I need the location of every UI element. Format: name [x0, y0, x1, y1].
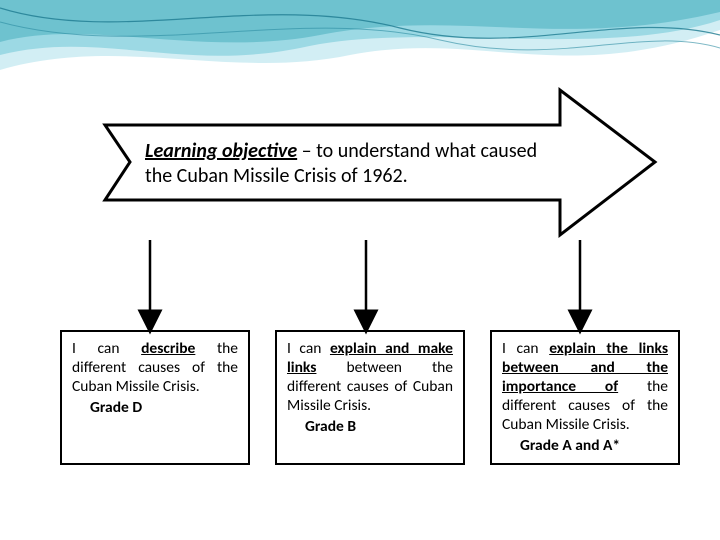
grade-emphasis: describe: [141, 339, 195, 358]
grade-prefix: I can: [72, 339, 141, 358]
grade-box-b: I can explain and make links between the…: [275, 330, 465, 465]
objective-label: Learning objective: [145, 139, 297, 163]
grade-prefix: I can: [502, 339, 549, 358]
grade-prefix: I can: [287, 339, 330, 358]
grade-label: Grade D: [72, 399, 238, 418]
grade-label: Grade A and A*: [502, 437, 668, 456]
grade-box-d: I can describe the different causes of t…: [60, 330, 250, 465]
grade-boxes-row: I can describe the different causes of t…: [60, 330, 680, 465]
grade-label: Grade B: [287, 418, 453, 437]
objective-separator: –: [297, 139, 316, 163]
objective-text: Learning objective – to understand what …: [145, 139, 555, 189]
objective-arrow: Learning objective – to understand what …: [70, 85, 660, 240]
grade-box-a: I can explain the links between and the …: [490, 330, 680, 465]
